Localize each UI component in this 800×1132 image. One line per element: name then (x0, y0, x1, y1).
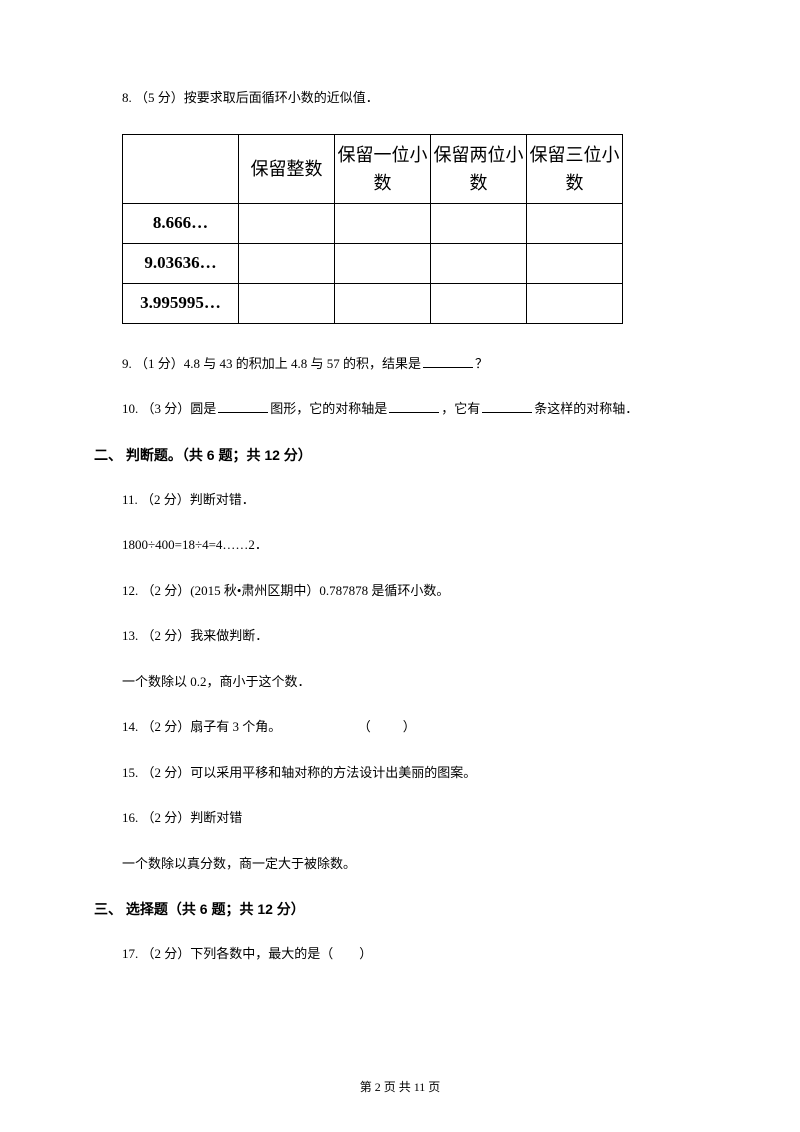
footer-p3: 页 (425, 1080, 440, 1094)
row-label: 8.666… (123, 203, 239, 243)
question-17: 17. （2 分）下列各数中，最大的是（ ） (94, 944, 706, 964)
cell (527, 283, 623, 323)
cell (431, 243, 527, 283)
cell (335, 243, 431, 283)
footer-total-pages: 11 (414, 1080, 426, 1094)
question-11: 11. （2 分）判断对错． (94, 490, 706, 510)
approximation-table: 保留整数 保留一位小数 保留两位小数 保留三位小数 8.666… 9.03636… (122, 134, 623, 324)
q10-p3: ，它有 (441, 401, 480, 416)
blank-fill[interactable] (389, 399, 439, 413)
blank-fill[interactable] (218, 399, 268, 413)
cell (335, 203, 431, 243)
cell (431, 283, 527, 323)
q9-pre: 9. （1 分）4.8 与 43 的积加上 4.8 与 57 的积，结果是 (122, 356, 421, 371)
q10-p4: 条这样的对称轴． (534, 401, 638, 416)
q10-p2: 图形，它的对称轴是 (270, 401, 387, 416)
q10-p1: 10. （3 分）圆是 (122, 401, 216, 416)
q14-paren[interactable]: （ ） (358, 719, 418, 734)
row-label: 3.995995… (123, 283, 239, 323)
cell (239, 243, 335, 283)
question-10: 10. （3 分）圆是 图形，它的对称轴是 ，它有 条这样的对称轴． (94, 399, 706, 419)
th-3dec: 保留三位小数 (527, 134, 623, 203)
th-1dec: 保留一位小数 (335, 134, 431, 203)
footer-p1: 第 (360, 1080, 375, 1094)
q9-post: ？ (475, 356, 488, 371)
th-2dec: 保留两位小数 (431, 134, 527, 203)
question-9: 9. （1 分）4.8 与 43 的积加上 4.8 与 57 的积，结果是 ？ (94, 354, 706, 374)
row-label: 9.03636… (123, 243, 239, 283)
th-int: 保留整数 (239, 134, 335, 203)
question-15: 15. （2 分）可以采用平移和轴对称的方法设计出美丽的图案。 (94, 763, 706, 783)
question-8: 8. （5 分）按要求取后面循环小数的近似值． (94, 88, 706, 108)
question-13: 13. （2 分）我来做判断． (94, 626, 706, 646)
blank-fill[interactable] (482, 399, 532, 413)
table-row: 9.03636… (123, 243, 623, 283)
table-row: 3.995995… (123, 283, 623, 323)
section-3-heading: 三、 选择题（共 6 题；共 12 分） (94, 899, 706, 920)
question-12: 12. （2 分）(2015 秋•肃州区期中）0.787878 是循环小数。 (94, 581, 706, 601)
cell (239, 203, 335, 243)
page-footer: 第 2 页 共 11 页 (0, 1078, 800, 1096)
cell (431, 203, 527, 243)
table-header-row: 保留整数 保留一位小数 保留两位小数 保留三位小数 (123, 134, 623, 203)
question-13-body: 一个数除以 0.2，商小于这个数． (94, 672, 706, 692)
cell (527, 203, 623, 243)
th-blank (123, 134, 239, 203)
q14-text: 14. （2 分）扇子有 3 个角。 (122, 719, 281, 734)
cell (239, 283, 335, 323)
section-2-heading: 二、 判断题。（共 6 题；共 12 分） (94, 445, 706, 466)
table-row: 8.666… (123, 203, 623, 243)
question-14: 14. （2 分）扇子有 3 个角。 （ ） (94, 717, 706, 737)
cell (527, 243, 623, 283)
cell (335, 283, 431, 323)
question-16: 16. （2 分）判断对错 (94, 808, 706, 828)
question-16-body: 一个数除以真分数，商一定大于被除数。 (94, 854, 706, 874)
footer-p2: 页 共 (381, 1080, 414, 1094)
q8-text: 8. （5 分）按要求取后面循环小数的近似值． (122, 90, 379, 105)
blank-fill[interactable] (423, 354, 473, 368)
question-11-body: 1800÷400=18÷4=4……2． (94, 535, 706, 555)
